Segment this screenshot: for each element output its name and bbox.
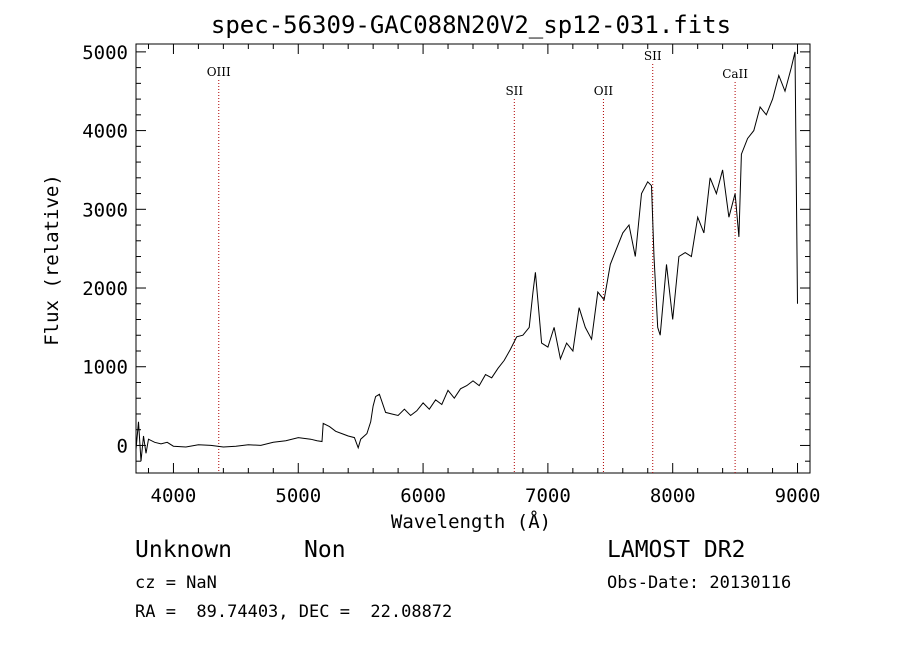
obs-date-label: Obs-Date: 20130116 (607, 573, 792, 593)
line-label-caii: CaII (722, 67, 748, 81)
y-tick-label: 2000 (82, 278, 128, 300)
line-label-oiii: OIII (207, 65, 231, 79)
y-tick-label: 3000 (82, 199, 128, 221)
line-label-sii: SII (505, 84, 523, 98)
y-tick-label: 1000 (82, 357, 128, 379)
chart-title: spec-56309-GAC088N20V2_sp12-031.fits (211, 11, 731, 39)
coords-label: RA = 89.74403, DEC = 22.08872 (135, 602, 453, 622)
class-label: Unknown (135, 537, 232, 563)
x-tick-label: 5000 (275, 485, 321, 507)
line-label-oii: OII (594, 84, 614, 98)
x-axis-label: Wavelength (Å) (391, 510, 551, 533)
x-tick-label: 4000 (151, 485, 197, 507)
x-tick-label: 9000 (775, 485, 821, 507)
y-tick-label: 5000 (82, 42, 128, 64)
x-tick-label: 7000 (525, 485, 571, 507)
line-label-sii: SII (644, 49, 662, 63)
x-tick-label: 8000 (650, 485, 696, 507)
survey-label: LAMOST DR2 (607, 537, 746, 563)
y-tick-label: 4000 (82, 121, 128, 143)
subclass-label: Non (304, 537, 346, 563)
y-axis-ticks: 0 1000 2000 3000 4000 5000 (82, 42, 810, 462)
spectrum-line (135, 51, 798, 462)
cz-label: cz = NaN (135, 573, 217, 593)
emission-line-markers: OIII SII OII SII CaII (207, 49, 748, 473)
x-axis-ticks: 4000 5000 6000 7000 8000 9000 (147, 44, 821, 507)
y-tick-label: 0 (117, 435, 128, 457)
x-tick-label: 6000 (400, 485, 446, 507)
y-axis-label: Flux (relative) (41, 174, 63, 346)
plot-frame (135, 43, 811, 474)
